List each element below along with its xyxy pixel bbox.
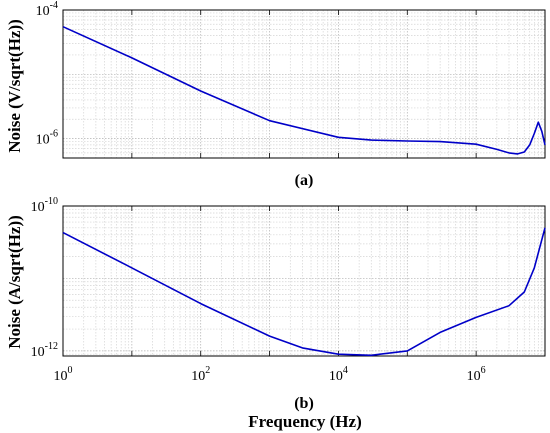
y-tick-label: 10-4 bbox=[36, 0, 58, 19]
y-tick-label: 10-10 bbox=[31, 196, 58, 215]
ticks-b bbox=[62, 206, 546, 356]
panel-b: 10-10 10-12 100 102 104 106 Noise (A/sqrt(Hz… bbox=[5, 196, 546, 431]
y-axis-label-a: Noise (V/sqrt(Hz)) bbox=[5, 19, 24, 153]
y-tick-label: 10-12 bbox=[31, 341, 58, 360]
y-tick-labels-b: 10-10 10-12 bbox=[31, 196, 58, 360]
series-line-a-0 bbox=[62, 25, 546, 155]
grid-b bbox=[62, 205, 546, 356]
x-tick-label: 104 bbox=[329, 365, 348, 384]
grid-a bbox=[62, 9, 546, 159]
panel-a: 10-4 10-6 Noise (V/sqrt(Hz)) (a) bbox=[5, 0, 546, 189]
y-tick-labels-a: 10-4 10-6 bbox=[36, 0, 58, 148]
plot-frame-b bbox=[62, 205, 546, 357]
panel-label-a: (a) bbox=[295, 172, 314, 189]
y-axis-label-b: Noise (A/sqrt(Hz)) bbox=[5, 215, 24, 349]
series-b bbox=[62, 227, 546, 357]
x-tick-label: 100 bbox=[54, 365, 73, 384]
y-tick-label: 10-6 bbox=[36, 129, 58, 148]
x-axis-label: Frequency (Hz) bbox=[248, 412, 361, 431]
x-tick-label: 102 bbox=[191, 365, 210, 384]
x-tick-label: 106 bbox=[467, 365, 486, 384]
series-line-b-0 bbox=[62, 227, 546, 357]
plot-frame-a bbox=[62, 9, 546, 159]
x-tick-labels-b: 100 102 104 106 bbox=[54, 365, 486, 384]
ticks-a bbox=[62, 10, 546, 158]
series-a bbox=[62, 25, 546, 155]
panel-label-b: (b) bbox=[294, 395, 314, 412]
